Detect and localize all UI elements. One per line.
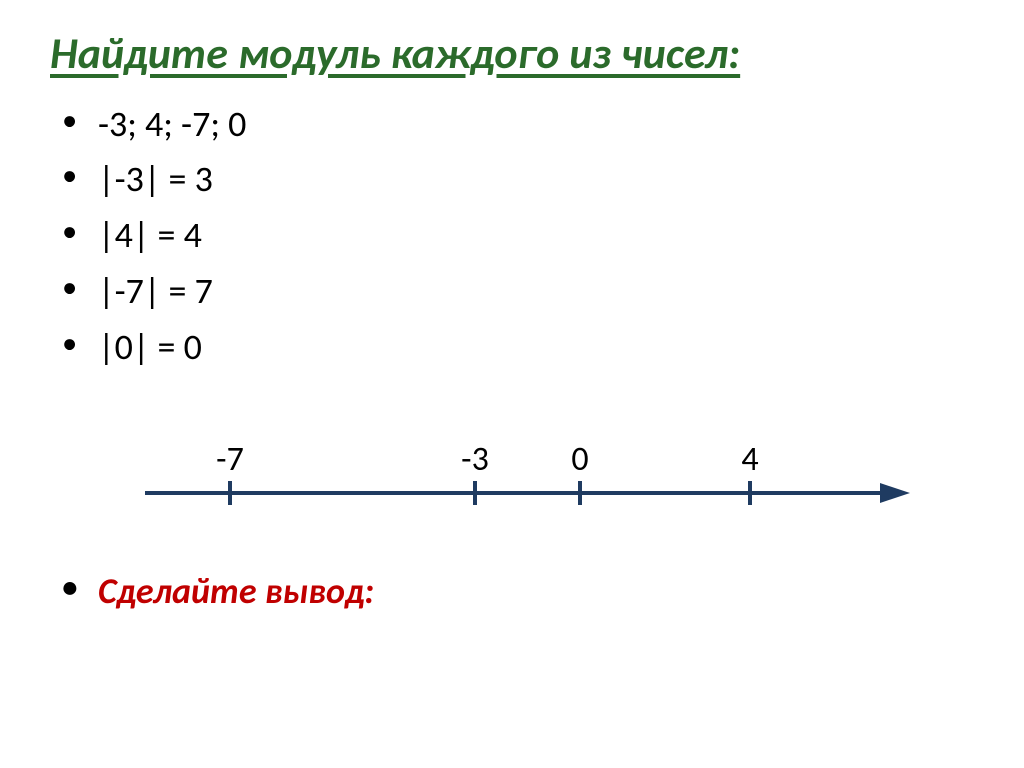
tick-label: 0 — [571, 439, 588, 480]
tick-label: -3 — [461, 439, 489, 480]
tick-label: -7 — [216, 439, 244, 480]
list-item: |-7| = 7 — [50, 264, 974, 320]
slide-title: Найдите модуль каждого из чисел: — [50, 28, 974, 79]
number-line: -7 -3 0 4 — [50, 418, 930, 538]
list-item: |-3| = 3 — [50, 152, 974, 208]
conclusion-list: Сделайте вывод: — [50, 564, 974, 620]
tick-label: 4 — [741, 439, 758, 480]
list-item: |4| = 4 — [50, 208, 974, 264]
spacer — [50, 376, 974, 414]
list-item: -3; 4; -7; 0 — [50, 97, 974, 153]
bullet-list: -3; 4; -7; 0 |-3| = 3 |4| = 4 |-7| = 7 |… — [50, 97, 974, 376]
number-line-svg — [50, 418, 930, 538]
slide: Найдите модуль каждого из чисел: -3; 4; … — [0, 0, 1024, 768]
conclusion-text: Сделайте вывод: — [50, 564, 974, 620]
list-item: |0| = 0 — [50, 320, 974, 376]
